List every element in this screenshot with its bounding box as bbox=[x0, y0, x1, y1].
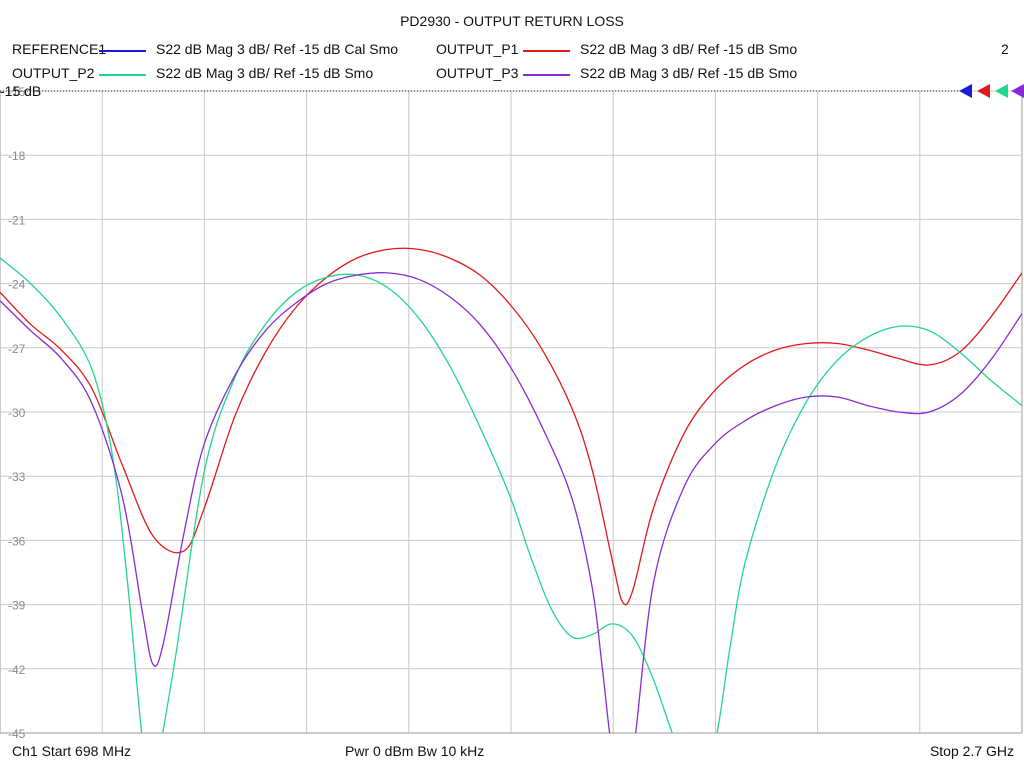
reference-marker-icon bbox=[995, 84, 1008, 98]
series-line-output-p1 bbox=[0, 247, 1022, 606]
legend-entry-output-p2: OUTPUT_P2 S22 dB Mag 3 dB/ Ref -15 dB Sm… bbox=[12, 65, 432, 83]
series-line-output-p3 bbox=[0, 272, 1022, 733]
legend-swatch bbox=[99, 50, 146, 52]
y-tick-label: -27 bbox=[8, 342, 26, 356]
grid-lines bbox=[0, 90, 1023, 734]
legend-name: OUTPUT_P1 bbox=[436, 41, 519, 57]
legend-description: S22 dB Mag 3 dB/ Ref -15 dB Smo bbox=[156, 65, 374, 81]
y-tick-label: -39 bbox=[8, 599, 26, 613]
y-axis-ticks: -15 -18 -21 -24 -27 -30 -33 -36 -39 -42 -45 bbox=[8, 85, 26, 741]
series-line-output-p2 bbox=[0, 257, 1022, 733]
legend-description: S22 dB Mag 3 dB/ Ref -15 dB Smo bbox=[580, 65, 798, 81]
y-tick-label: -15 bbox=[8, 85, 26, 99]
y-tick-label: -30 bbox=[8, 406, 26, 420]
legend-entry-output-p3: OUTPUT_P3 S22 dB Mag 3 dB/ Ref -15 dB Sm… bbox=[436, 65, 836, 83]
footer-start: Ch1 Start 698 MHz bbox=[12, 743, 132, 759]
reference-marker-icon bbox=[959, 84, 972, 98]
chart-title: PD2930 - OUTPUT RETURN LOSS bbox=[400, 13, 624, 29]
legend-description: S22 dB Mag 3 dB/ Ref -15 dB Smo bbox=[580, 41, 798, 57]
legend-name: OUTPUT_P2 bbox=[12, 65, 95, 81]
legend-name: REFERENCE1 bbox=[12, 41, 107, 57]
legend-entry-output-p1: OUTPUT_P1 S22 dB Mag 3 dB/ Ref -15 dB Sm… bbox=[436, 41, 836, 59]
reference-markers bbox=[959, 84, 1024, 98]
y-tick-label: -33 bbox=[8, 470, 26, 484]
y-tick-label: -18 bbox=[8, 149, 26, 163]
y-tick-label: -36 bbox=[8, 534, 26, 548]
reference-marker-icon bbox=[1011, 84, 1024, 98]
legend-entry-reference1: REFERENCE1 S22 dB Mag 3 dB/ Ref -15 dB C… bbox=[12, 41, 432, 59]
y-tick-label: -42 bbox=[8, 663, 26, 677]
reference-marker-icon bbox=[977, 84, 990, 98]
reference-level-label: -15 dB bbox=[0, 83, 41, 99]
channel-number: 2 bbox=[1001, 41, 1009, 57]
footer-stop: Stop 2.7 GHz bbox=[929, 743, 1014, 759]
legend-swatch bbox=[99, 74, 146, 76]
series-lines bbox=[0, 247, 1022, 733]
legend-swatch bbox=[523, 74, 570, 76]
y-tick-label: -21 bbox=[8, 213, 26, 227]
y-tick-label: -45 bbox=[8, 727, 26, 741]
legend-name: OUTPUT_P3 bbox=[436, 65, 519, 81]
y-tick-label: -24 bbox=[8, 278, 26, 292]
legend-description: S22 dB Mag 3 dB/ Ref -15 dB Cal Smo bbox=[156, 41, 399, 57]
legend-swatch bbox=[523, 50, 570, 52]
footer-power-bandwidth: Pwr 0 dBm Bw 10 kHz bbox=[345, 743, 485, 759]
